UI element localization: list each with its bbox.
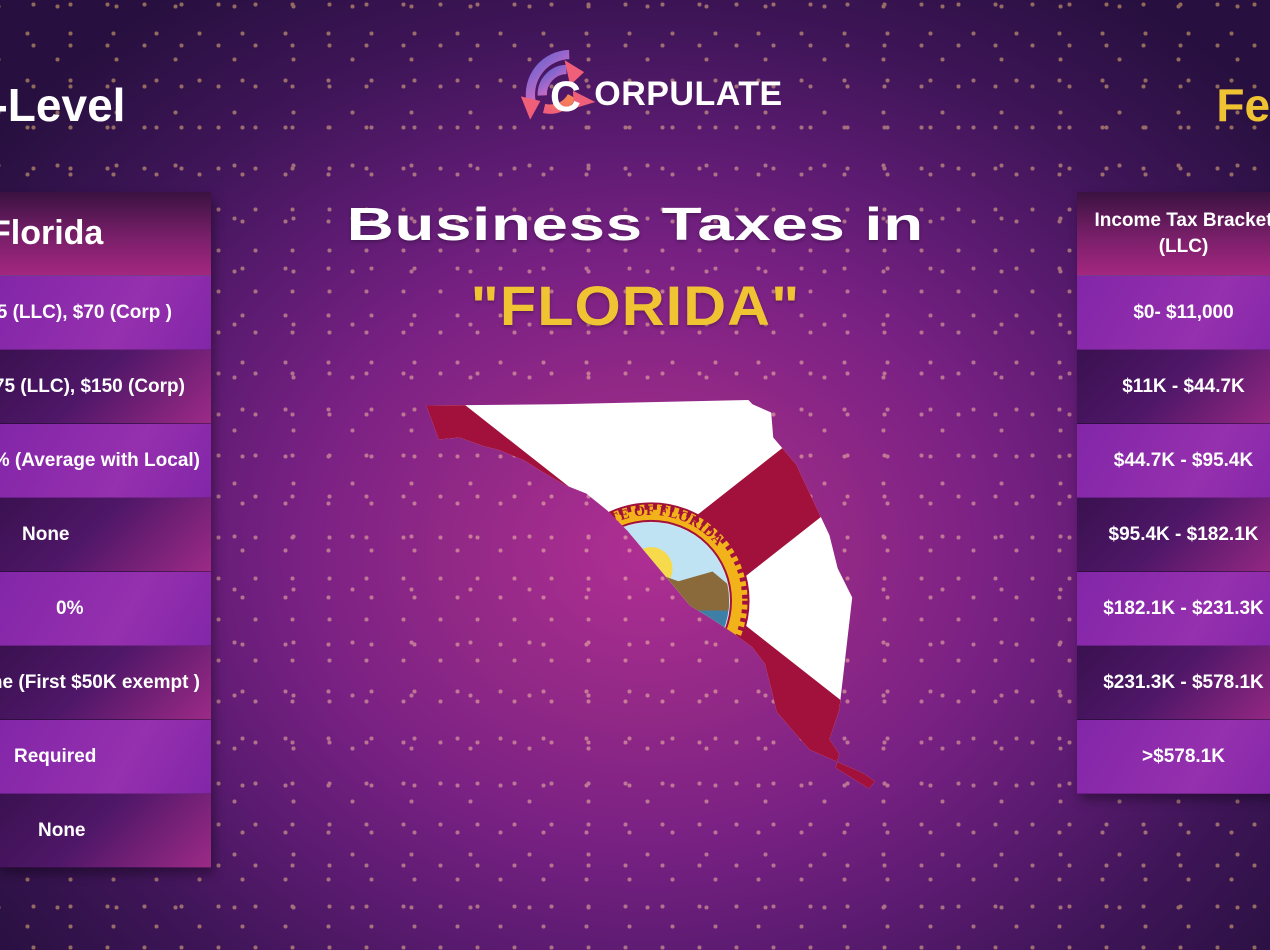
- svg-text:C: C: [550, 73, 581, 121]
